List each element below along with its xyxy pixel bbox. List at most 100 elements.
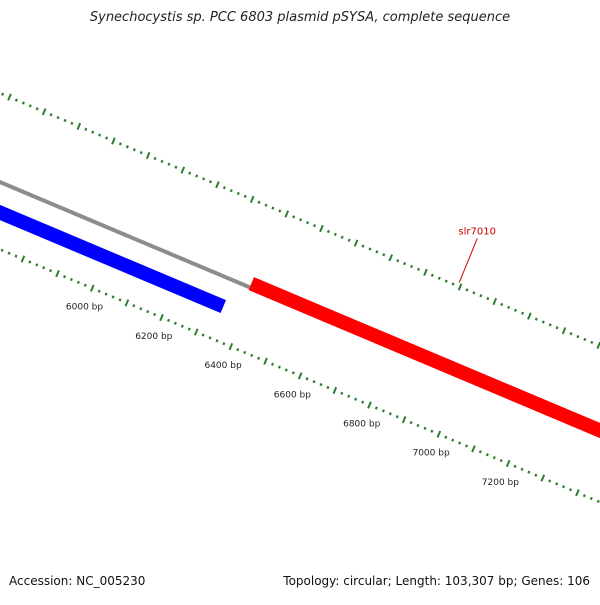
outer-tick [548,323,552,327]
inner-tick [582,493,586,498]
outer-tick [513,308,518,312]
sequence-summary: Topology: circular; Length: 103,307 bp; … [283,574,590,588]
outer-tick [353,239,359,247]
inner-tick [444,435,448,439]
inner-tick [513,464,517,469]
outer-tick [312,223,317,228]
inner-tick [89,284,95,292]
inner-tick [215,339,219,343]
inner-tick [83,283,87,287]
outer-tick [125,145,129,149]
outer-tick [410,264,414,269]
outer-tick [361,244,365,248]
outer-tick [555,326,559,330]
outer-tick [229,188,233,193]
inner-tick [236,347,240,352]
outer-tick [486,296,490,301]
outer-tick [333,232,337,237]
outer-tick [118,142,122,146]
inner-tick [0,248,4,252]
outer-tick [457,283,463,291]
outer-tick [111,137,116,145]
inner-tick [132,304,136,308]
inner-tick [146,309,150,314]
inner-tick [270,362,275,366]
outer-tick [49,113,53,117]
inner-tick [332,386,338,395]
outer-tick [319,224,324,233]
gene-label-leader [458,238,478,283]
inner-tick [520,467,524,471]
inner-tick [187,327,191,331]
outer-tick [7,93,12,101]
gene-labels: slr7010 [458,227,496,283]
inner-tick [555,482,559,486]
map-title: Synechocystis sp. PCC 6803 plasmid pSYSA… [89,10,511,25]
inner-tick [326,385,330,390]
inner-tick [263,357,268,365]
outer-tick [1,92,5,96]
inner-tick [319,382,323,387]
inner-tick [153,312,157,317]
inner-tick [381,409,385,413]
outer-tick [257,200,261,204]
inner-tick [548,479,552,483]
scale-label: 6800 bp [343,420,380,430]
inner-tick [395,415,399,419]
inner-tick [401,416,407,424]
scale-label: 7000 bp [412,449,449,459]
inner-tick [14,254,18,258]
outer-tick [583,337,587,342]
outer-tick [492,297,498,306]
scale-label: 6400 bp [204,361,241,371]
inner-tick [20,255,26,263]
inner-tick [568,488,573,492]
inner-tick [430,429,434,433]
outer-tick [388,254,394,262]
inner-tick [423,426,427,431]
outer-tick [500,302,504,307]
inner-tick [409,420,413,425]
outer-tick [222,186,226,190]
outer-tick [561,327,567,335]
outer-tick [76,122,82,130]
outer-tick [278,209,282,213]
inner-tick [180,324,184,328]
outer-tick [368,247,372,251]
inner-tick [97,289,101,293]
inner-tick [250,353,254,358]
outer-tick [520,311,525,315]
outer-tick [56,115,60,120]
forward-gene [248,277,600,439]
outer-tick [174,165,178,169]
inner-tick [228,343,234,351]
inner-tick [159,313,164,322]
inner-tick [354,397,358,401]
inner-tick [534,473,538,477]
inner-tick [596,499,600,504]
inner-tick [208,336,212,340]
outer-tick [105,136,109,140]
outer-tick [472,291,476,295]
outer-tick [340,235,344,239]
inner-tick [49,269,53,273]
inner-tick [312,380,316,384]
scale-label: 6600 bp [274,390,311,400]
outer-tick [416,267,421,272]
outer-tick [98,133,102,137]
scale-label: 7200 bp [482,478,519,488]
inner-tick-track [0,248,600,504]
inner-tick [35,263,39,267]
inner-tick [139,307,143,311]
inner-tick [527,470,531,474]
outer-tick [479,294,483,298]
inner-tick [436,430,442,438]
inner-tick [367,401,372,409]
outer-tick [236,191,240,196]
outer-tick [299,218,303,222]
inner-tick [111,295,115,299]
inner-tick [499,458,503,463]
outer-tick [396,259,400,263]
inner-tick [222,342,226,346]
